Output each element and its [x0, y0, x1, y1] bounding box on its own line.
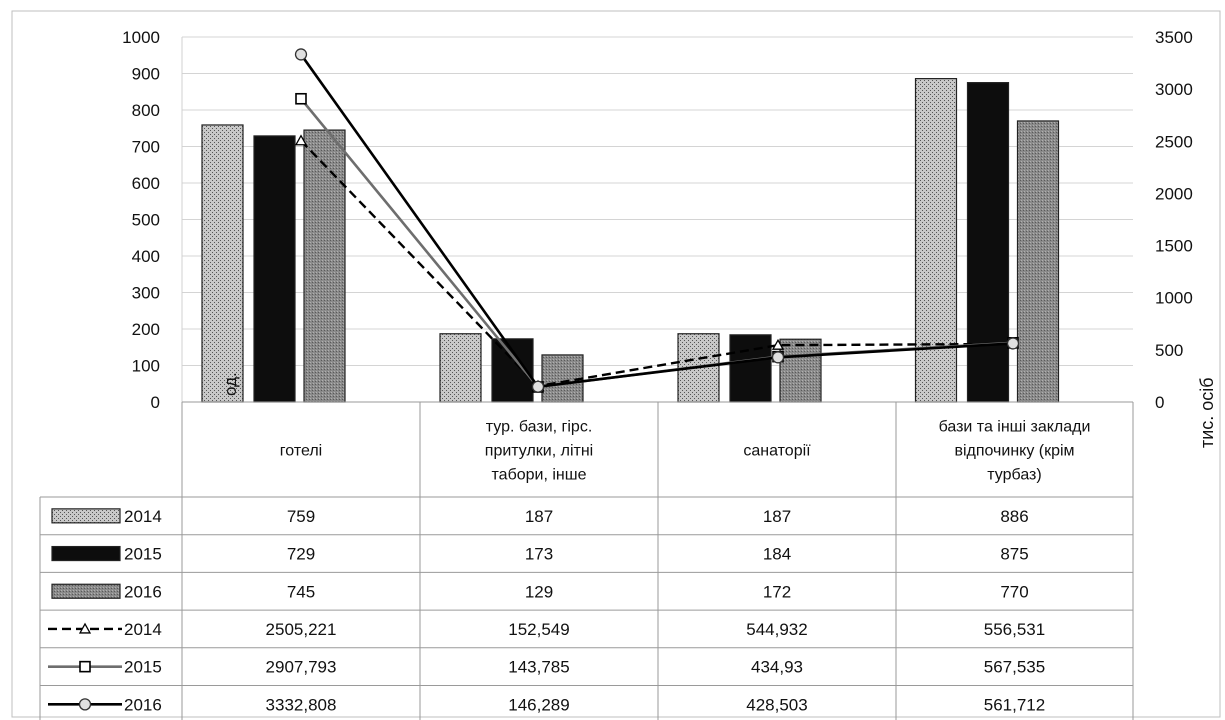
bar-2015-3: [966, 82, 1010, 403]
data-label: 187: [525, 507, 553, 526]
data-label: 759: [287, 507, 315, 526]
y2-axis-label: тис. осіб: [1197, 377, 1217, 448]
bar-2015-2: [729, 334, 772, 403]
y2-tick-label: 2000: [1155, 184, 1193, 203]
y2-tick-label: 3000: [1155, 80, 1193, 99]
triangle-point-2014-0: [294, 134, 308, 146]
data-label: 770: [1000, 582, 1028, 601]
y-tick-label: 200: [132, 320, 160, 339]
legend-key-bar-2014: [51, 508, 121, 524]
circle-point-2016-2: [771, 351, 785, 364]
data-label: 745: [287, 582, 315, 601]
data-label: 875: [1000, 545, 1028, 564]
y-tick-label: 700: [132, 138, 160, 157]
data-label: 152,549: [508, 620, 569, 639]
category-label: притулки, літні: [485, 443, 593, 460]
y-tick-label: 600: [132, 174, 160, 193]
line-2015-square: [299, 97, 1014, 389]
legend-label: 2015: [124, 545, 162, 564]
line-2016-circle: [299, 53, 1014, 389]
data-label: 3332,808: [266, 695, 337, 714]
axes: 0 100 200 300 400 500 600 700 800 900 1000 0 500 1000…: [122, 28, 1217, 448]
data-label: 146,289: [508, 695, 569, 714]
legend-label: 2014: [124, 507, 162, 526]
y-tick-label: 100: [132, 357, 160, 376]
data-label: 129: [525, 582, 553, 601]
legend-label: 2016: [124, 695, 162, 714]
bar-2016-3: [1016, 120, 1060, 403]
category-label: відпочинку (крім: [954, 443, 1074, 460]
y-tick-label: 800: [132, 101, 160, 120]
y2-tick-label: 1000: [1155, 289, 1193, 308]
bars: [201, 78, 1060, 403]
category-label: готелі: [280, 443, 322, 460]
category-label: табори, інше: [492, 467, 587, 484]
circle-point-2016-0: [294, 48, 308, 61]
y2-tick-label: 2500: [1155, 132, 1193, 151]
data-label: 561,712: [984, 695, 1045, 714]
data-label: 567,535: [984, 658, 1045, 677]
circle-point-2016-1: [531, 380, 545, 393]
data-table: готелі тур. бази, гірс. притулки, літні таб…: [39, 401, 1134, 720]
bar-2014-1: [439, 333, 482, 403]
y-tick-label: 300: [132, 284, 160, 303]
legend-label: 2014: [124, 620, 162, 639]
bar-2015-0: [253, 135, 296, 403]
legend-key-square: [79, 660, 91, 673]
data-label: 886: [1000, 507, 1028, 526]
legend-label: 2016: [124, 582, 162, 601]
y2-tick-label: 500: [1155, 341, 1183, 360]
legend-key-triangle: [78, 622, 92, 634]
y-tick-label: 400: [132, 247, 160, 266]
lines: [294, 48, 1020, 393]
y-tick-label: 500: [132, 211, 160, 230]
y-tick-label: 0: [151, 393, 160, 412]
category-label: санаторії: [743, 443, 811, 460]
data-label: 2907,793: [266, 658, 337, 677]
data-label: 544,932: [746, 620, 807, 639]
category-label: бази та інші заклади: [939, 419, 1091, 436]
legend-label: 2015: [124, 658, 162, 677]
bar-2014-3: [914, 78, 958, 403]
circle-point-2016-3: [1006, 337, 1020, 350]
y-axis-label: од.: [221, 372, 240, 396]
legend-key-circle: [78, 698, 92, 711]
data-label: 184: [763, 545, 791, 564]
data-label: 729: [287, 545, 315, 564]
data-label: 143,785: [508, 658, 569, 677]
category-label: тур. бази, гірс.: [486, 419, 593, 436]
legend-key-bar-2015: [51, 545, 121, 562]
y2-tick-label: 3500: [1155, 28, 1193, 47]
data-label: 428,503: [746, 695, 807, 714]
y2-tick-label: 1500: [1155, 237, 1193, 256]
bar-2016-2: [779, 338, 822, 403]
legend-key-bar-2016: [51, 583, 121, 599]
category-label: турбаз): [987, 467, 1041, 484]
y2-tick-label: 0: [1155, 393, 1164, 412]
data-label: 434,93: [751, 658, 803, 677]
bar-2014-0: [201, 124, 244, 403]
data-label: 187: [763, 507, 791, 526]
bar-2016-0: [303, 129, 346, 403]
data-label: 556,531: [984, 620, 1045, 639]
square-point-2015-0: [295, 92, 307, 105]
data-label: 172: [763, 582, 791, 601]
chart-border: [11, 10, 1221, 718]
data-label: 173: [525, 545, 553, 564]
line-2014-triangle: [300, 139, 1014, 388]
data-label: 2505,221: [266, 620, 337, 639]
y-tick-label: 900: [132, 65, 160, 84]
y-tick-label: 1000: [122, 28, 160, 47]
triangle-point-2014-2: [771, 338, 785, 350]
